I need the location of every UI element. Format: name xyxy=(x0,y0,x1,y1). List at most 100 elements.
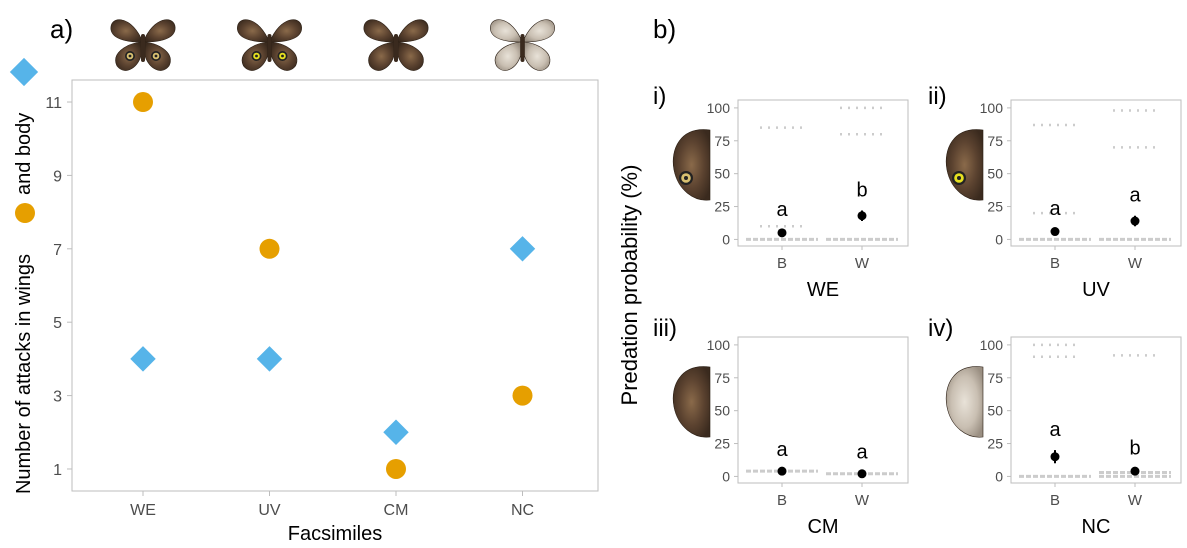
y-tick-label: 75 xyxy=(714,370,730,386)
subplot-xlabel: WE xyxy=(807,279,839,301)
butterfly-wing-icon xyxy=(945,366,984,438)
y-tick-label: 5 xyxy=(53,315,62,332)
y-tick-label: 0 xyxy=(995,468,1003,484)
butterfly-wing-icon xyxy=(945,129,984,201)
significance-letter: a xyxy=(856,441,868,463)
x-tick-label: B xyxy=(777,492,787,509)
subplot-roman-label: iii) xyxy=(653,315,677,342)
subplot-plot-area xyxy=(737,99,909,247)
significance-letter: a xyxy=(1129,185,1141,207)
diamond-point xyxy=(383,419,409,446)
subplot-plot-area xyxy=(1010,99,1182,247)
x-tick-label: B xyxy=(777,255,787,272)
y-tick-label: 50 xyxy=(987,403,1003,419)
x-tick-label: W xyxy=(855,492,870,509)
x-tick-label: W xyxy=(855,255,870,272)
circle-point xyxy=(259,238,280,259)
mean-point xyxy=(857,469,867,479)
panel-a-plot-area xyxy=(71,79,599,492)
y-tick-label: 50 xyxy=(714,403,730,419)
butterfly-wing-icon xyxy=(672,366,711,438)
x-tick-label: B xyxy=(1050,492,1060,509)
y-axis-label-body: and body xyxy=(13,113,35,195)
subplot-3: iii) 0 25 50 75 100 Ba Wa CM xyxy=(653,315,909,538)
y-tick-label: 11 xyxy=(45,95,62,112)
significance-letter: b xyxy=(1129,438,1140,460)
butterfly-full-no-eyespot-icon xyxy=(363,19,429,71)
mean-point xyxy=(1050,227,1060,237)
subplot-xlabel: UV xyxy=(1082,279,1110,301)
x-tick-label: CM xyxy=(384,502,409,519)
subplot-plot-area xyxy=(1010,336,1182,484)
subplot-roman-label: ii) xyxy=(928,83,947,110)
panel-a-butterflies xyxy=(110,19,555,71)
panel-b-ylabel: Predation probability (%) xyxy=(617,165,642,406)
y-tick-label: 3 xyxy=(53,389,62,406)
x-tick-label: NC xyxy=(511,502,534,519)
subplot-xlabel: CM xyxy=(807,516,838,538)
panel-b-subplots: i) 0 25 50 75 100 Ba Wb WE ii) 0 25 50 75 100 Ba Wa UV iii… xyxy=(653,83,1182,538)
y-tick-label: 25 xyxy=(714,199,730,215)
x-tick-label: WE xyxy=(130,502,156,519)
y-tick-label: 75 xyxy=(987,370,1003,386)
panel-a-points xyxy=(130,92,536,479)
significance-letter: a xyxy=(1049,198,1061,220)
butterfly-full-eyespot-icon xyxy=(110,19,176,71)
y-tick-label: 25 xyxy=(987,436,1003,452)
legend-circle-marker xyxy=(15,203,35,223)
y-tick-label: 0 xyxy=(995,231,1003,247)
y-tick-label: 100 xyxy=(980,337,1004,353)
x-tick-label: UV xyxy=(258,502,281,519)
panel-a-x-ticks: WE UV CM NC xyxy=(130,491,534,519)
panel-a-label: a) xyxy=(50,14,73,44)
significance-letter: b xyxy=(856,179,867,201)
subplot-roman-label: i) xyxy=(653,83,666,110)
x-axis-label: Facsimiles xyxy=(288,523,382,543)
subplot-2: ii) 0 25 50 75 100 Ba Wa UV xyxy=(928,83,1182,301)
diamond-point xyxy=(256,346,283,372)
mean-point xyxy=(1050,452,1060,462)
y-tick-label: 100 xyxy=(707,337,731,353)
x-tick-label: W xyxy=(1128,492,1143,509)
butterfly-full-uv-eyespot-icon xyxy=(237,19,302,71)
y-tick-label: 9 xyxy=(53,168,62,185)
mean-point xyxy=(857,211,867,221)
circle-point xyxy=(512,385,533,406)
x-tick-label: W xyxy=(1128,255,1143,272)
butterfly-full-pale-icon xyxy=(490,19,555,71)
diamond-point xyxy=(509,236,536,262)
subplot-plot-area xyxy=(737,336,909,484)
mean-point xyxy=(777,228,787,238)
diamond-point xyxy=(130,346,156,372)
y-tick-label: 0 xyxy=(722,468,730,484)
y-tick-label: 1 xyxy=(53,462,62,479)
mean-point xyxy=(1130,466,1140,476)
circle-point xyxy=(386,458,406,479)
y-tick-label: 50 xyxy=(714,166,730,182)
subplot-1: i) 0 25 50 75 100 Ba Wb WE xyxy=(653,83,909,301)
x-tick-label: B xyxy=(1050,255,1060,272)
legend-diamond-marker xyxy=(9,57,39,87)
significance-letter: a xyxy=(776,439,788,461)
butterfly-wing-icon xyxy=(672,129,711,201)
panel-a-y-ticks: 1 3 5 7 9 11 xyxy=(45,95,72,479)
subplot-xlabel: NC xyxy=(1082,516,1111,538)
y-tick-label: 7 xyxy=(53,242,62,259)
y-tick-label: 25 xyxy=(714,436,730,452)
significance-letter: a xyxy=(776,199,788,221)
subplot-4: iv) 0 25 50 75 100 Ba Wb NC xyxy=(928,315,1182,538)
y-tick-label: 75 xyxy=(714,133,730,149)
mean-point xyxy=(1130,216,1140,226)
y-tick-label: 100 xyxy=(980,100,1004,116)
mean-point xyxy=(777,466,787,476)
y-tick-label: 75 xyxy=(987,133,1003,149)
panel-b-label: b) xyxy=(653,14,676,44)
y-tick-label: 100 xyxy=(707,100,731,116)
subplot-roman-label: iv) xyxy=(928,315,953,342)
y-tick-label: 50 xyxy=(987,166,1003,182)
circle-point xyxy=(133,92,153,113)
significance-letter: a xyxy=(1049,419,1061,441)
y-tick-label: 25 xyxy=(987,199,1003,215)
y-tick-label: 0 xyxy=(722,231,730,247)
